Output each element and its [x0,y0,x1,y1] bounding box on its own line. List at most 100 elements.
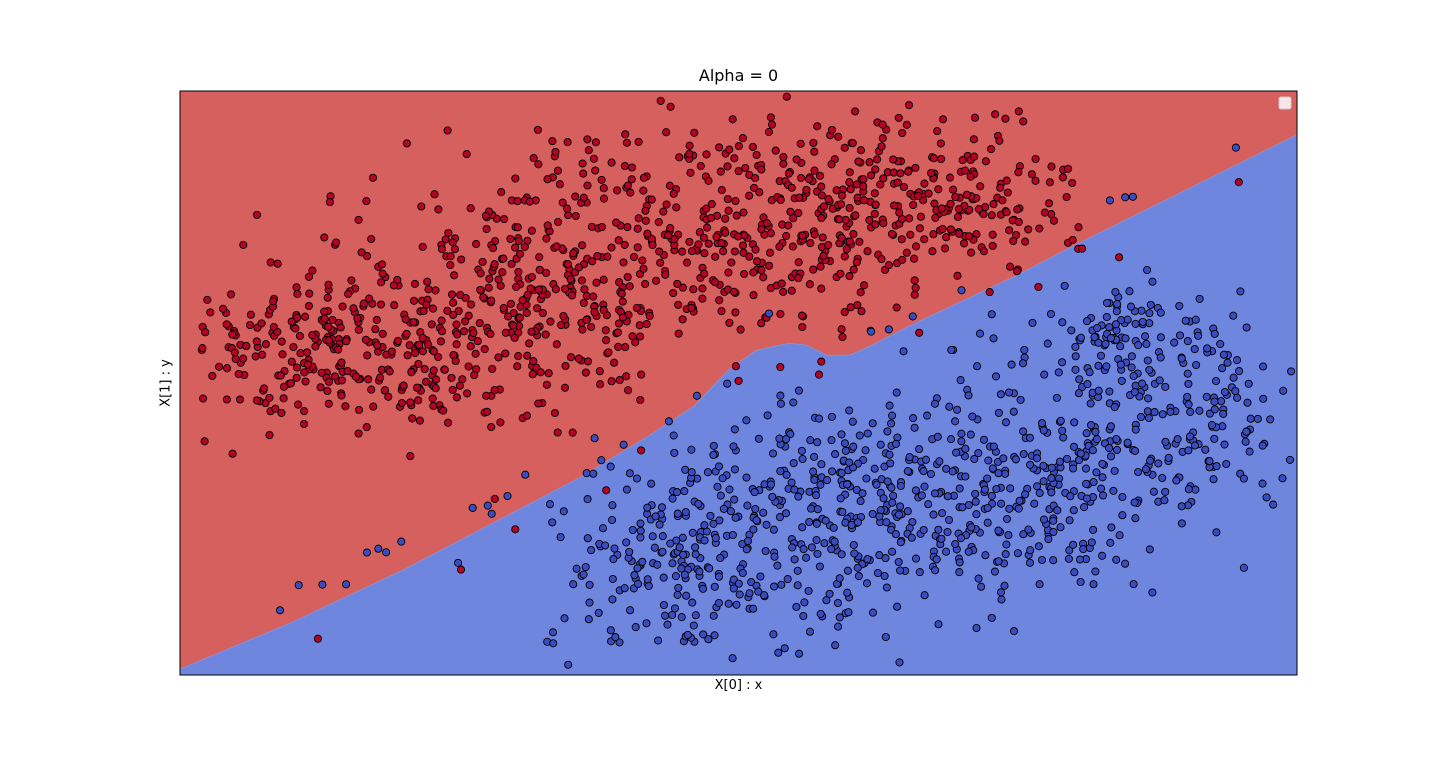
data-point-blue [1091,567,1100,576]
data-point-red [448,238,457,247]
data-point-red [1002,176,1011,185]
data-point-blue [996,390,1005,399]
data-point-red [856,146,865,155]
data-point-blue [957,286,966,295]
data-point-red [969,135,978,144]
data-point-blue [692,391,701,400]
data-point-blue [620,584,629,593]
data-point-blue [873,568,882,578]
data-point-red [845,168,854,177]
data-point-blue [1126,302,1136,311]
data-point-red [775,242,784,251]
data-point-blue [709,519,718,528]
data-point-blue [1058,358,1067,367]
data-point-blue [1062,454,1072,463]
data-point-red [700,249,709,258]
data-point-red [610,358,619,367]
data-point-red [664,231,673,240]
data-point-red [554,217,563,227]
data-point-red [516,249,525,258]
data-point-red [603,252,612,261]
data-point-blue [911,486,920,495]
data-point-red [548,137,557,146]
data-point-blue [670,604,680,613]
data-point-blue [1001,550,1010,559]
data-point-red [687,303,696,312]
data-point-blue [1076,449,1085,458]
data-point-blue [903,467,912,476]
data-point-red [313,634,322,643]
data-point-blue [1039,426,1048,435]
data-point-red [741,163,750,173]
data-point-blue [689,621,698,630]
data-point-blue [799,545,808,554]
data-point-red [541,330,550,339]
data-point-blue [1002,540,1011,549]
data-point-red [527,226,536,235]
data-point-red [838,191,847,200]
data-point-red [367,385,376,394]
data-point-blue [977,582,986,591]
data-point-blue [769,525,778,534]
data-point-blue [1094,386,1103,395]
data-point-red [752,257,762,266]
data-point-red [257,319,266,328]
data-point-blue [1158,410,1167,419]
data-point-blue [1148,588,1157,597]
data-point-red [745,252,754,261]
data-point-blue [1156,308,1165,317]
data-point-blue [1258,441,1267,450]
data-point-blue [973,362,982,371]
data-point-red [402,329,411,338]
data-point-blue [1006,484,1015,493]
data-point-red [1031,154,1040,164]
data-point-blue [1137,306,1146,315]
data-point-red [378,329,387,338]
data-point-blue [834,622,843,631]
data-point-red [514,267,523,277]
data-point-red [354,325,363,334]
data-point-red [745,191,754,200]
data-point-blue [931,566,940,575]
data-point-red [296,349,305,358]
data-point-blue [1161,437,1170,446]
data-point-blue [1013,549,1022,558]
data-point-blue [837,468,846,478]
data-point-blue [888,498,897,507]
data-point-blue [714,462,724,471]
data-point-blue [929,510,938,519]
data-point-red [979,210,988,219]
data-point-blue [1011,455,1020,464]
data-point-red [199,394,208,403]
data-point-blue [1183,369,1192,378]
data-point-blue [872,480,881,489]
data-point-red [639,186,648,195]
data-point-red [723,195,732,204]
data-point-red [538,309,547,318]
data-point-blue [1177,519,1186,528]
data-point-red [678,315,687,324]
data-point-red [879,219,888,228]
data-point-red [996,183,1005,192]
data-point-blue [1090,333,1099,342]
data-point-blue [992,484,1001,494]
data-point-blue [609,555,618,564]
data-point-red [372,315,381,324]
data-point-blue [643,503,652,512]
data-point-red [715,296,724,305]
data-point-blue [1210,397,1219,406]
data-point-blue [572,564,581,573]
data-point-red [520,242,529,251]
data-point-red [670,235,679,244]
data-point-red [976,182,985,191]
data-point-red [363,252,372,261]
data-point-red [731,362,740,371]
data-point-blue [560,614,569,623]
data-point-red [353,314,362,323]
data-point-red [592,278,601,287]
data-point-blue [812,519,821,528]
data-point-red [323,293,332,302]
data-point-red [867,171,876,180]
data-point-blue [825,589,834,598]
data-point-blue [651,512,660,521]
